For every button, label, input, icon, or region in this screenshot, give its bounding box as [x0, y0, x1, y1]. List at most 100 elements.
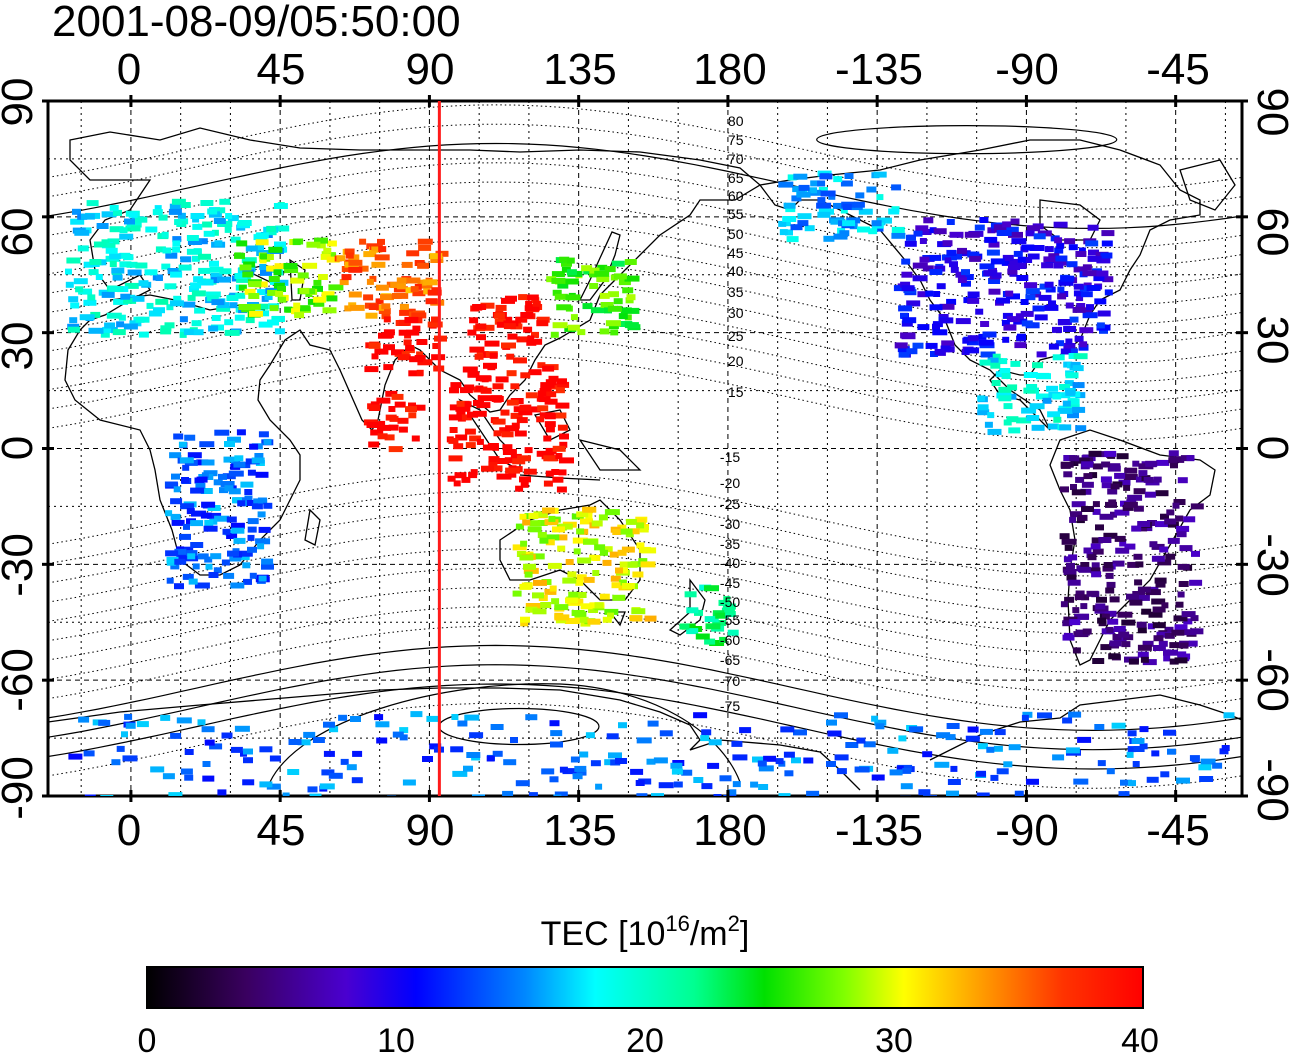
tec-data-point	[1044, 281, 1054, 288]
tec-data-point	[257, 497, 267, 504]
tec-data-point	[186, 550, 198, 557]
tec-data-point	[1113, 626, 1126, 632]
tec-data-point	[244, 500, 256, 506]
tec-data-point	[236, 276, 251, 283]
tec-data-point	[577, 557, 592, 564]
tec-data-point	[613, 273, 627, 280]
tec-data-point	[1177, 591, 1185, 598]
tec-data-point	[608, 291, 619, 298]
tec-data-point	[194, 582, 210, 589]
contour-label: -75	[720, 698, 740, 714]
tec-data-point	[528, 512, 539, 519]
tec-data-point	[1009, 258, 1023, 265]
tec-data-point	[96, 223, 109, 229]
tec-data-point	[155, 275, 163, 281]
tec-data-point	[456, 400, 470, 407]
tec-data-point	[1042, 397, 1052, 404]
tec-data-point	[686, 607, 699, 614]
colorbar-tick-label: 0	[138, 1022, 157, 1057]
tec-data-point	[1163, 649, 1178, 656]
tec-data-point	[1065, 372, 1079, 379]
tec-data-point	[201, 501, 216, 508]
tec-data-point	[196, 238, 208, 245]
tec-data-point	[559, 433, 569, 440]
tec-data-point	[510, 453, 522, 460]
tec-data-point	[783, 751, 795, 758]
tec-data-point	[193, 276, 204, 283]
tec-data-point	[1047, 411, 1061, 418]
tec-data-point	[313, 300, 325, 307]
tec-data-point	[834, 712, 848, 719]
colorbar-gradient	[146, 966, 1144, 1009]
tec-data-point	[983, 270, 998, 277]
tec-data-point	[1153, 476, 1162, 483]
tec-data-point	[515, 485, 524, 492]
tec-data-point	[1072, 306, 1086, 313]
contour-label: -15	[720, 449, 740, 465]
tec-data-point	[224, 329, 240, 336]
tec-data-point	[1191, 550, 1200, 557]
tec-data-point	[545, 426, 555, 433]
tec-data-point	[119, 233, 134, 240]
tec-data-point	[539, 537, 549, 544]
tec-data-point	[105, 247, 118, 254]
tec-data-point	[510, 737, 518, 743]
tec-data-point	[519, 513, 527, 520]
tec-data-point	[377, 238, 385, 245]
tec-data-point	[589, 283, 599, 289]
tec-data-point	[258, 303, 269, 310]
tec-data-point	[410, 286, 419, 293]
tec-data-point	[247, 526, 257, 533]
tec-data-point	[1101, 613, 1110, 620]
tec-data-point	[967, 726, 979, 733]
tec-data-point	[247, 546, 257, 553]
tec-data-point	[1010, 218, 1020, 225]
tec-data-point	[158, 214, 168, 221]
tec-data-point	[403, 339, 412, 346]
tec-data-point	[1133, 488, 1146, 495]
tec-data-point	[515, 316, 528, 323]
tec-data-point	[873, 171, 887, 178]
tec-data-point	[728, 789, 737, 796]
tec-data-point	[1140, 656, 1149, 663]
tec-data-point	[229, 302, 238, 309]
tec-data-point	[1120, 779, 1132, 786]
tec-data-point	[394, 401, 406, 408]
tec-data-point	[1090, 567, 1101, 574]
tec-data-point	[996, 230, 1012, 236]
tec-data-point	[1137, 586, 1151, 593]
tec-data-point	[1135, 476, 1144, 483]
tec-data-point	[282, 792, 290, 796]
tec-data-point	[1109, 596, 1120, 603]
tec-data-point	[193, 329, 204, 336]
tec-data-point	[921, 229, 932, 235]
tec-data-point	[211, 229, 219, 236]
tec-data-point	[1035, 393, 1049, 400]
tec-data-point	[1052, 354, 1065, 361]
tec-data-point	[208, 325, 219, 332]
tec-data-point	[123, 297, 137, 304]
tec-data-point	[495, 376, 509, 383]
tec-data-point	[297, 739, 311, 746]
tec-data-point	[136, 721, 149, 728]
tec-data-point	[164, 322, 175, 329]
tec-data-point	[923, 795, 937, 796]
tec-data-point	[1064, 596, 1075, 603]
tec-data-point	[541, 768, 555, 775]
tec-data-point	[422, 279, 438, 286]
tec-data-point	[917, 324, 930, 331]
tec-data-point	[423, 288, 431, 295]
top-axis-label: 135	[543, 45, 616, 94]
tec-data-point	[1118, 631, 1130, 638]
tec-data-point	[1112, 634, 1122, 640]
contour-label: 45	[728, 245, 744, 261]
tec-data-point	[488, 456, 500, 463]
tec-data-point	[1062, 400, 1071, 407]
tec-data-point	[1174, 624, 1188, 631]
tec-data-point	[957, 277, 967, 283]
tec-data-point	[529, 520, 541, 527]
tec-data-point	[520, 312, 534, 318]
tec-data-point	[84, 794, 96, 796]
tec-data-point	[378, 420, 386, 427]
tec-data-point	[1029, 403, 1045, 410]
